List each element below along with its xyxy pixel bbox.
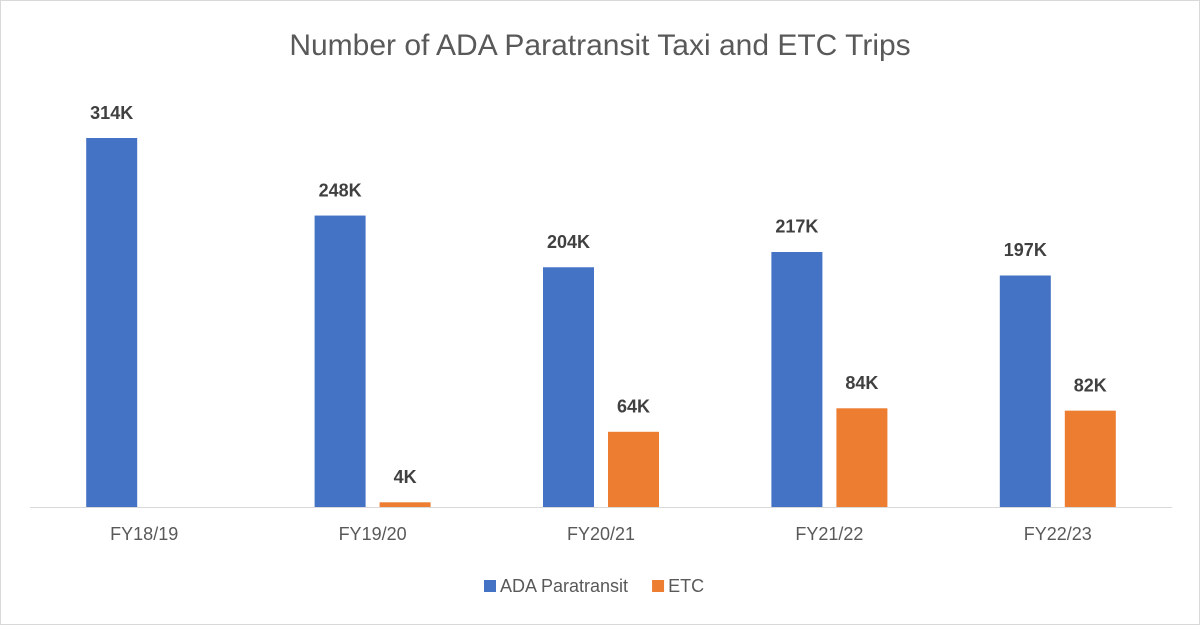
bar bbox=[608, 431, 659, 507]
data-label: 4K bbox=[394, 467, 417, 487]
bar bbox=[543, 267, 594, 507]
bar bbox=[999, 275, 1051, 507]
bar bbox=[771, 251, 823, 507]
chart-title: Number of ADA Paratransit Taxi and ETC T… bbox=[289, 29, 910, 62]
bar bbox=[314, 215, 366, 507]
x-tick-label: FY20/21 bbox=[567, 524, 635, 544]
data-label: 204K bbox=[547, 232, 590, 252]
x-tick-label: FY22/23 bbox=[1024, 524, 1092, 544]
x-tick-label: FY19/20 bbox=[339, 524, 407, 544]
bar bbox=[836, 408, 888, 507]
data-label: 64K bbox=[617, 397, 650, 417]
x-tick-label: FY18/19 bbox=[110, 524, 178, 544]
bar bbox=[1064, 410, 1116, 507]
data-label: 248K bbox=[319, 180, 362, 200]
legend-swatch bbox=[652, 580, 665, 592]
data-label: 84K bbox=[845, 373, 878, 393]
legend-swatch bbox=[484, 580, 496, 592]
data-label: 82K bbox=[1074, 375, 1107, 395]
data-label: 217K bbox=[775, 217, 818, 237]
legend-label: ETC bbox=[668, 576, 704, 596]
bar bbox=[86, 138, 138, 507]
bar bbox=[379, 502, 431, 507]
data-label: 314K bbox=[90, 103, 133, 123]
data-label: 197K bbox=[1004, 240, 1047, 260]
x-tick-label: FY21/22 bbox=[795, 524, 863, 544]
legend-label: ADA Paratransit bbox=[500, 576, 628, 596]
